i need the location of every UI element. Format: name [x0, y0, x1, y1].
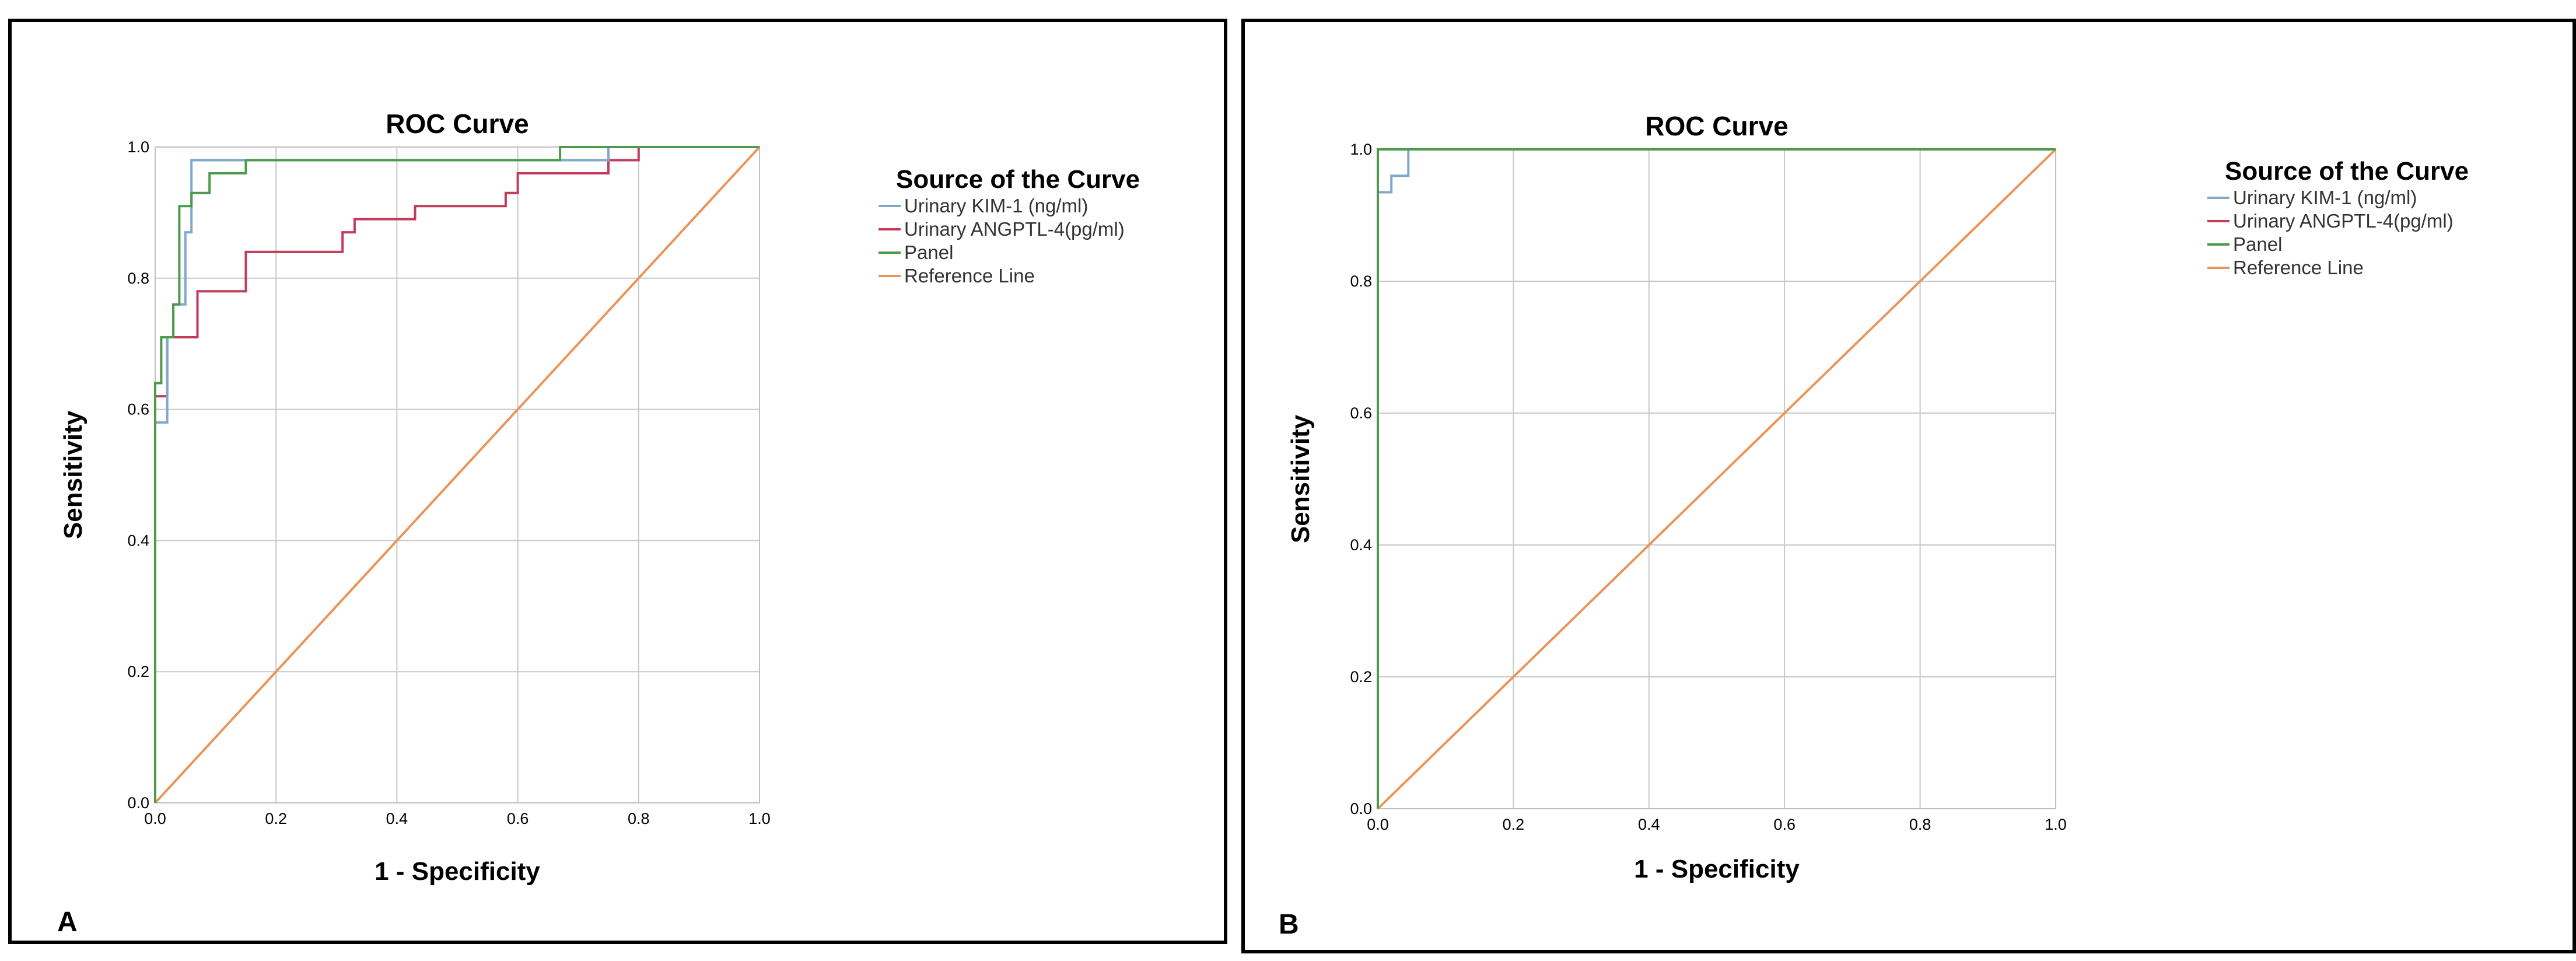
y-tick-label: 1.0 — [127, 138, 149, 156]
legend-entry: Urinary ANGPTL-4(pg/ml) — [2233, 210, 2454, 232]
figure-panel-b: 0.0 0.2 0.4 0.6 0.8 1.0 0.0 0.2 0.4 0.6 0.8 1.0 ROC … — [1241, 19, 2576, 953]
roc-chart-b: 0.0 0.2 0.4 0.6 0.8 1.0 0.0 0.2 0.4 0.6 0.8 1.0 ROC … — [1279, 111, 2469, 940]
legend-title: Source of the Curve — [2225, 157, 2469, 186]
x-tick-label: 0.2 — [1503, 816, 1525, 833]
panel-label: B — [1279, 909, 1299, 940]
y-tick-label: 0.6 — [127, 401, 149, 418]
legend-entry: Reference Line — [2233, 257, 2364, 278]
roc-line-urinary-angptl-4-pg-ml — [154, 146, 760, 803]
x-axis-label: 1 - Specificity — [374, 857, 540, 886]
y-tick-label: 1.0 — [1350, 141, 1372, 158]
roc-line-panel — [1377, 148, 2056, 809]
y-tick-label: 0.2 — [127, 663, 149, 680]
y-tick-label: 0.4 — [127, 532, 149, 549]
x-tick-label: 0.4 — [386, 810, 408, 827]
x-tick-label: 0.0 — [1367, 816, 1389, 833]
legend-entry: Urinary ANGPTL-4(pg/ml) — [904, 218, 1125, 240]
chart-title: ROC Curve — [1645, 111, 1788, 141]
x-tick-label: 0.6 — [1773, 816, 1796, 833]
roc-line-panel — [154, 146, 760, 803]
roc-line-reference-line — [154, 146, 761, 804]
legend-entry: Panel — [2233, 233, 2282, 255]
y-tick-label: 0.8 — [127, 270, 149, 287]
x-tick-label: 0.4 — [1638, 816, 1660, 833]
x-tick-label: 0.8 — [1909, 816, 1931, 833]
x-tick-label: 0.2 — [265, 810, 287, 827]
x-tick-label: 1.0 — [2045, 816, 2067, 833]
legend-entry: Urinary KIM-1 (ng/ml) — [904, 195, 1088, 216]
y-tick-label: 0.8 — [1350, 272, 1372, 290]
x-tick-label: 0.6 — [507, 810, 529, 827]
y-axis-label: Sensitivity — [1286, 414, 1315, 543]
legend-entry: Panel — [904, 242, 953, 263]
roc-line-urinary-kim-1-ng-ml — [154, 146, 760, 803]
legend-entry: Urinary KIM-1 (ng/ml) — [2233, 187, 2417, 208]
x-axis-label: 1 - Specificity — [1634, 855, 1800, 883]
x-tick-label: 1.0 — [748, 810, 771, 827]
roc-chart-a: 0.0 0.2 0.4 0.6 0.8 1.0 0.0 0.2 0.4 0.6 0.8 1.0 ROC … — [57, 109, 1140, 938]
y-axis-label: Sensitivity — [59, 410, 88, 539]
y-tick-label: 0.0 — [1350, 800, 1372, 817]
legend-title: Source of the Curve — [896, 165, 1140, 194]
x-tick-label: 0.0 — [144, 810, 166, 827]
figure-panel-a: 0.0 0.2 0.4 0.6 0.8 1.0 0.0 0.2 0.4 0.6 0.8 1.0 ROC … — [8, 19, 1227, 944]
chart-title: ROC Curve — [386, 109, 528, 139]
legend-entry: Reference Line — [904, 265, 1035, 286]
y-tick-label: 0.6 — [1350, 404, 1372, 422]
y-tick-label: 0.4 — [1350, 536, 1372, 554]
x-tick-label: 0.8 — [628, 810, 650, 827]
panel-label: A — [57, 907, 78, 938]
y-tick-label: 0.2 — [1350, 668, 1372, 686]
y-tick-label: 0.0 — [127, 794, 149, 812]
roc-line-reference-line — [1377, 148, 2057, 810]
